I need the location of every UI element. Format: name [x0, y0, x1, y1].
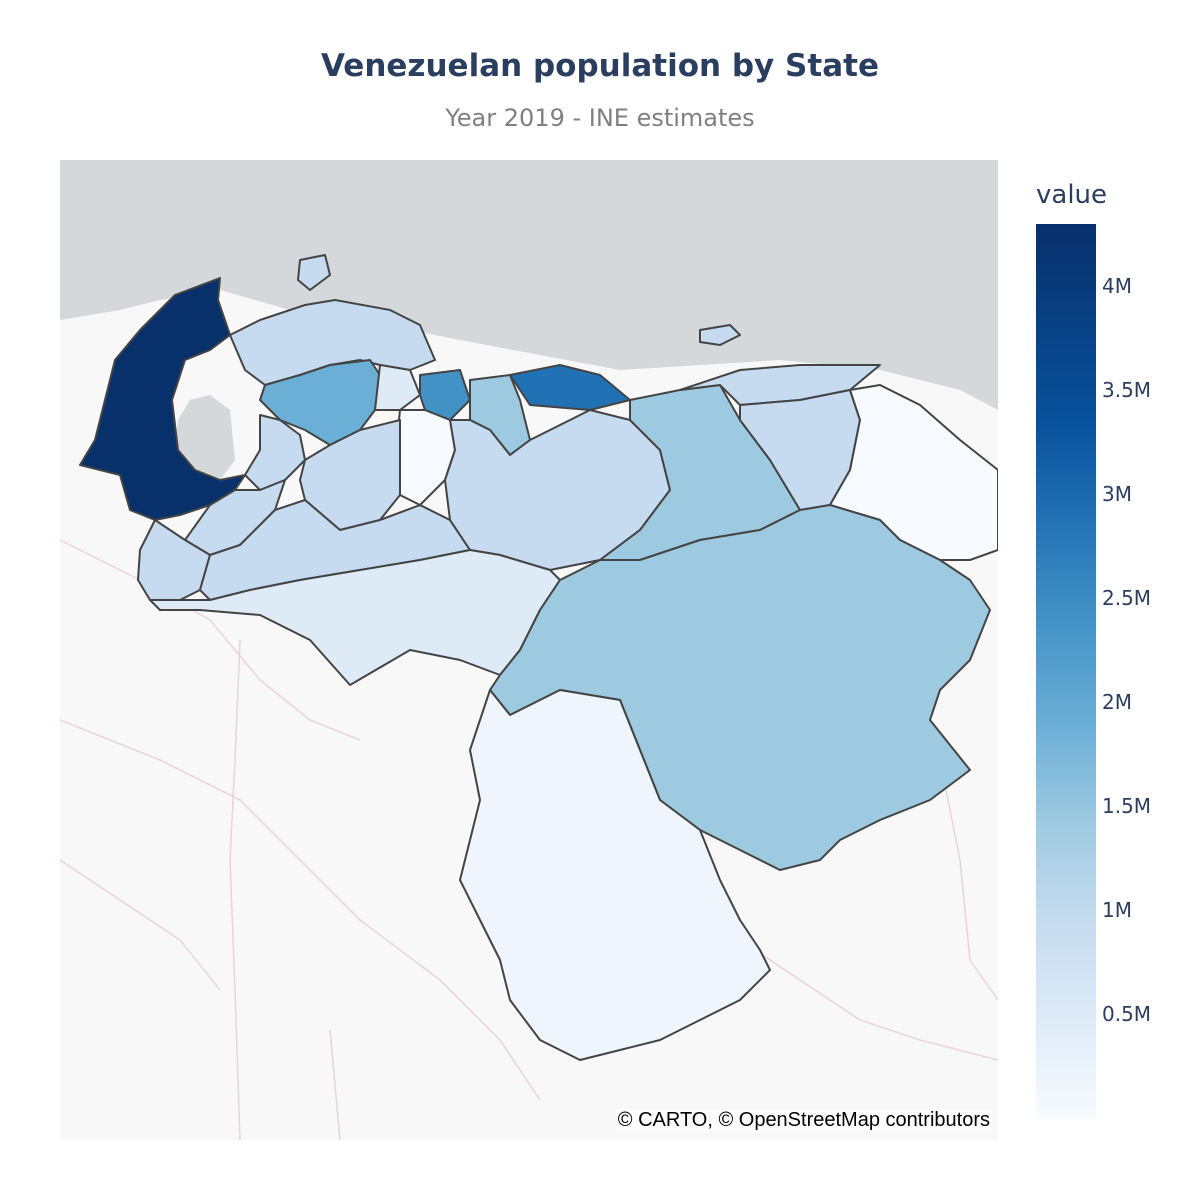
state-nueva-esparta[interactable]	[699, 324, 741, 346]
colorbar-tick: 2M	[1102, 690, 1132, 715]
colorbar	[1036, 224, 1096, 1118]
border-lines	[60, 539, 998, 1140]
state-yaracuy[interactable]	[374, 364, 421, 411]
colorbar-tick: 1M	[1102, 898, 1132, 923]
colorbar-tick: 3M	[1102, 482, 1132, 507]
state-sucre[interactable]	[679, 364, 881, 406]
map-attribution[interactable]: © CARTO, © OpenStreetMap contributors	[615, 1109, 992, 1132]
colorbar-tick: 0.5M	[1102, 1002, 1152, 1027]
map-title: Venezuelan population by State	[321, 48, 879, 84]
colorbar-title: value	[1036, 180, 1108, 210]
state-amazonas[interactable]	[459, 689, 771, 1061]
map-subtitle: Year 2019 - INE estimates	[445, 104, 755, 132]
colorbar-tick: 1.5M	[1102, 794, 1152, 819]
state-portuguesa[interactable]	[299, 419, 401, 531]
colorbar-tick: 2.5M	[1102, 586, 1152, 611]
colorbar-tick: 3.5M	[1102, 378, 1152, 403]
map-canvas	[60, 160, 998, 1140]
colorbar-tick: 4M	[1102, 274, 1132, 299]
choropleth-map[interactable]: © CARTO, © OpenStreetMap contributors	[60, 160, 998, 1140]
state-shapes	[79, 254, 998, 1061]
island-small	[297, 254, 331, 291]
state-lara[interactable]	[259, 359, 381, 446]
lake-maracaibo	[175, 395, 235, 480]
state-delta-amacuro[interactable]	[829, 384, 998, 561]
